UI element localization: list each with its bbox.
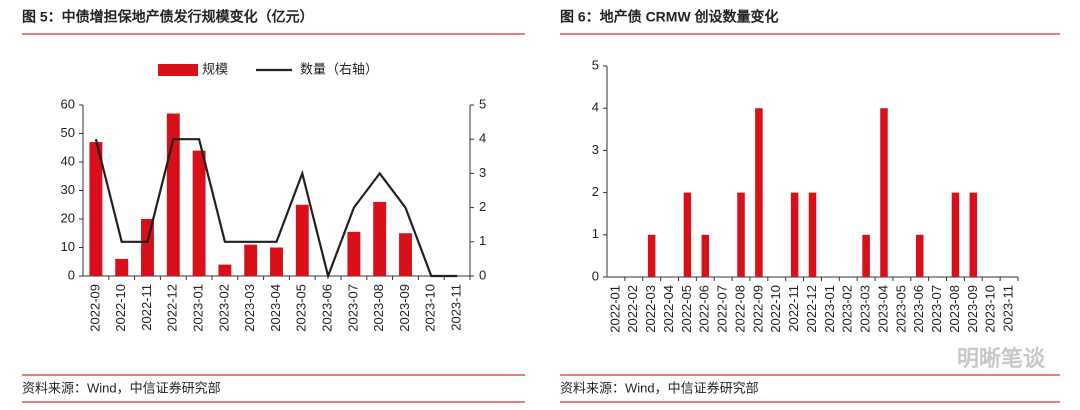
x-tick-label: 2023-05 <box>294 284 309 332</box>
x-tick-label: 2023-01 <box>822 285 837 333</box>
bar <box>89 142 103 276</box>
y-tick-label: 10 <box>61 239 75 254</box>
bar <box>951 192 960 277</box>
bar <box>115 258 129 276</box>
bar <box>683 192 692 277</box>
bar <box>295 204 309 276</box>
x-tick-label: 2023-09 <box>397 284 412 332</box>
x-tick-label: 2022-01 <box>607 285 622 333</box>
x-tick-label: 2022-09 <box>750 285 765 333</box>
x-tick-label: 2023-06 <box>911 285 926 333</box>
x-tick-label: 2023-01 <box>191 284 206 332</box>
chart-title: 图 6：地产债 CRMW 创设数量变化 <box>560 9 779 25</box>
x-tick-label: 2023-03 <box>858 285 873 333</box>
line <box>94 138 458 280</box>
y2-tick-label: 0 <box>479 267 486 282</box>
legend-swatch <box>158 64 198 76</box>
y-tick-label: 40 <box>61 153 75 168</box>
x-tick-label: 2022-06 <box>697 285 712 333</box>
y2-tick-label: 2 <box>479 199 486 214</box>
x-tick-label: 2022-11 <box>139 284 154 331</box>
bar <box>647 234 656 277</box>
y2-tick-label: 4 <box>479 131 486 146</box>
x-tick-label: 2022-05 <box>679 285 694 333</box>
bar <box>808 192 817 277</box>
y-tick-label: 2 <box>592 184 599 199</box>
y-tick-label: 60 <box>61 96 75 111</box>
x-tick-label: 2023-11 <box>1001 285 1016 332</box>
x-tick-label: 2023-02 <box>840 285 855 333</box>
bar <box>755 108 763 277</box>
x-tick-label: 2023-05 <box>893 285 908 333</box>
x-tick-label: 2023-11 <box>449 284 464 331</box>
y2-tick-label: 1 <box>479 233 486 248</box>
y-tick-label: 4 <box>592 100 599 115</box>
x-tick-label: 2022-03 <box>643 285 658 333</box>
source: 资料来源：Wind，中信证券研究部 <box>22 380 221 395</box>
x-tick-label: 2023-03 <box>242 284 257 332</box>
bar <box>270 247 283 276</box>
x-tick-label: 2022-12 <box>165 284 180 332</box>
bar <box>399 233 412 276</box>
x-tick-label: 2023-07 <box>345 284 360 332</box>
bar <box>192 150 206 276</box>
x-tick-label: 2023-04 <box>268 284 283 332</box>
y-tick-label: 20 <box>61 210 75 225</box>
bar <box>862 234 870 277</box>
y-tick-label: 3 <box>592 142 599 157</box>
source: 资料来源：Wind，中信证券研究部 <box>560 380 759 395</box>
y-tick-label: 30 <box>61 182 75 197</box>
y2-tick-label: 3 <box>479 165 486 180</box>
x-tick-label: 2023-10 <box>983 285 998 333</box>
legend-label: 数量（右轴） <box>300 61 378 76</box>
x-tick-label: 2023-02 <box>216 284 231 332</box>
x-tick-label: 2023-07 <box>929 285 944 333</box>
bar <box>218 264 232 276</box>
watermark: 明晰笔谈 <box>957 346 1046 371</box>
x-tick-label: 2023-06 <box>320 284 335 332</box>
x-tick-label: 2022-09 <box>87 284 102 332</box>
chart-title: 图 5：中债增担保地产债发行规模变化（亿元） <box>22 9 314 25</box>
y-tick-label: 0 <box>68 267 75 282</box>
bar <box>244 244 258 276</box>
x-tick-label: 2023-09 <box>965 285 980 333</box>
x-tick-label: 2022-02 <box>625 285 640 333</box>
bar <box>737 192 745 277</box>
x-tick-label: 2023-08 <box>947 285 962 333</box>
bar <box>373 201 387 276</box>
y-tick-label: 5 <box>592 57 599 72</box>
y-tick-label: 50 <box>61 125 75 140</box>
y-tick-label: 0 <box>592 268 599 283</box>
x-tick-label: 2022-04 <box>661 285 676 333</box>
y2-tick-label: 5 <box>479 96 486 111</box>
bar <box>701 234 710 277</box>
x-tick-label: 2022-08 <box>732 285 747 333</box>
y-tick-label: 1 <box>592 226 599 241</box>
x-tick-label: 2022-10 <box>768 285 783 333</box>
x-tick-label: 2022-07 <box>715 285 730 333</box>
bar <box>347 231 361 276</box>
bar <box>915 234 924 277</box>
bar <box>166 113 180 276</box>
bar <box>880 108 888 277</box>
x-tick-label: 2023-08 <box>371 284 386 332</box>
bar <box>790 192 799 277</box>
x-tick-label: 2022-10 <box>113 284 128 332</box>
x-tick-label: 2023-10 <box>423 284 438 332</box>
bar <box>969 192 978 277</box>
x-tick-label: 2022-12 <box>804 285 819 333</box>
x-tick-label: 2022-11 <box>786 285 801 332</box>
legend-label: 规模 <box>202 61 228 76</box>
x-tick-label: 2023-04 <box>875 285 890 333</box>
